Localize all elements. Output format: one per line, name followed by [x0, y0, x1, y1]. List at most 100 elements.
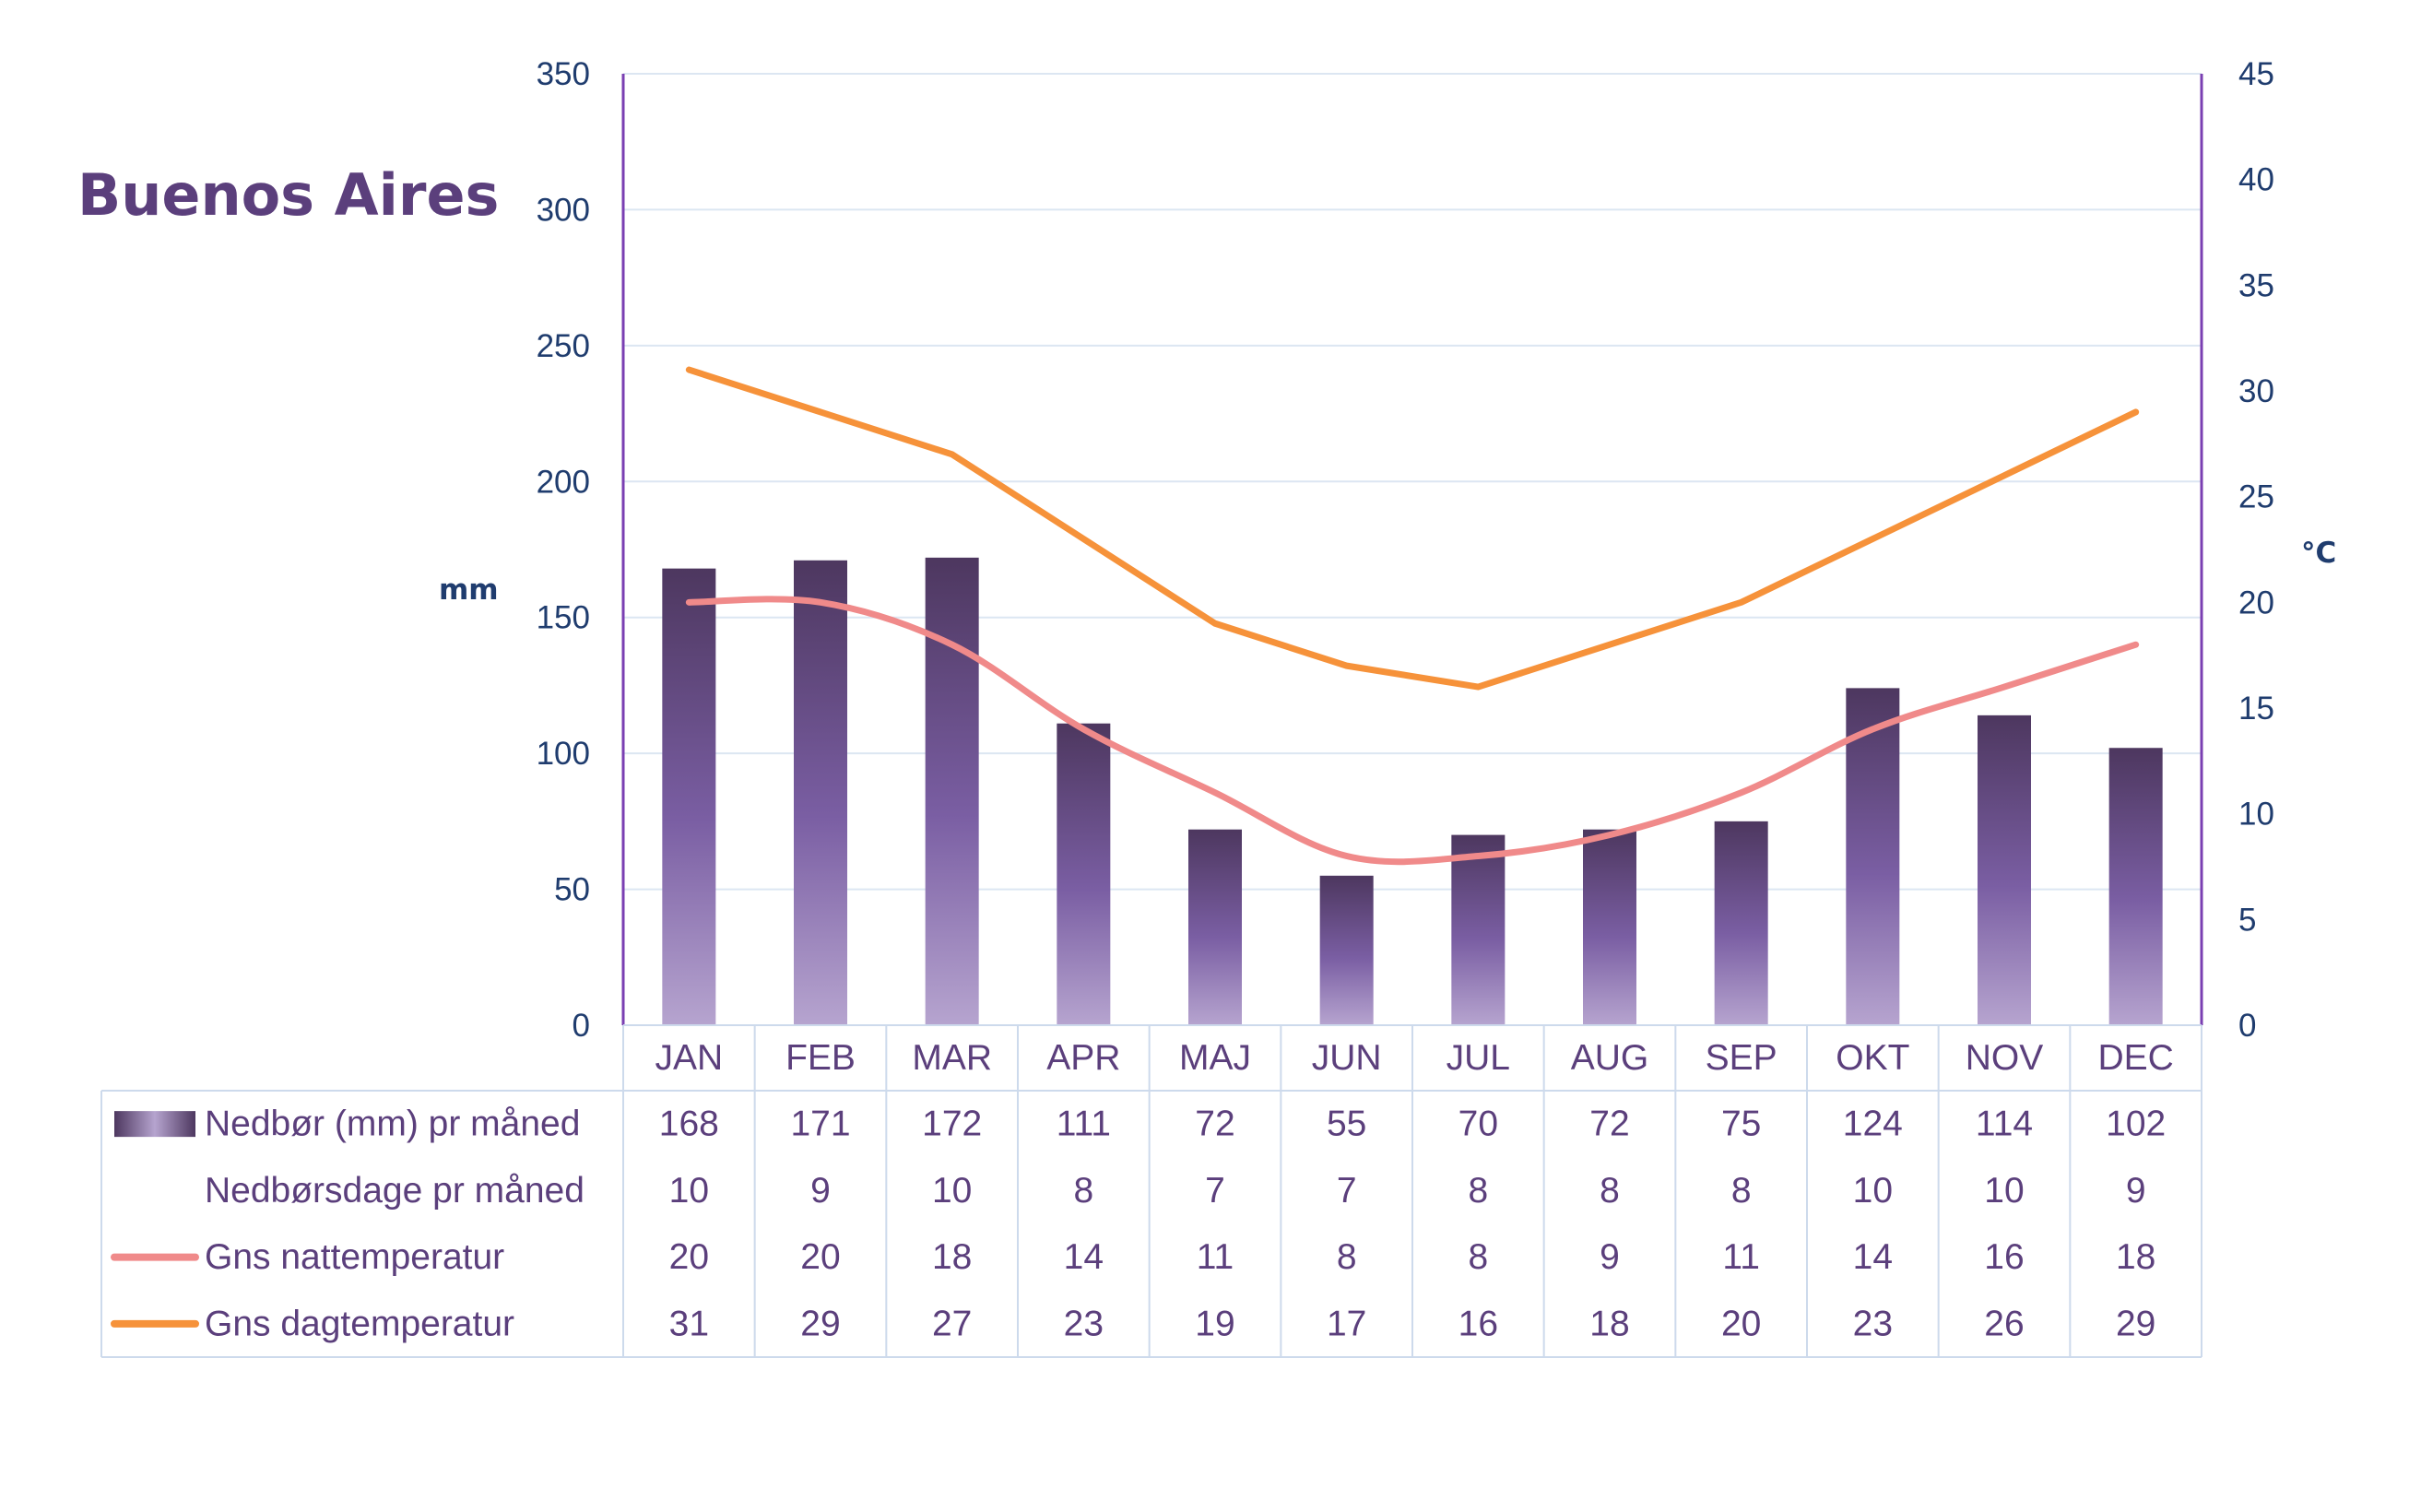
- table-cell: 102: [2106, 1104, 2166, 1144]
- precipitation-bar: [1846, 688, 1900, 1025]
- right-tick-label: 30: [2238, 373, 2274, 409]
- table-cell: 27: [932, 1304, 972, 1343]
- table-cell: 14: [1064, 1237, 1104, 1277]
- night-temperature-line: [685, 596, 2140, 866]
- table-cell: 8: [1731, 1171, 1752, 1211]
- right-tick-label: 45: [2238, 56, 2274, 92]
- precipitation-bar: [1583, 829, 1636, 1025]
- table-cell: 17: [1327, 1304, 1366, 1343]
- table-cell: 8: [1468, 1237, 1488, 1277]
- month-label: OKT: [1836, 1038, 1909, 1078]
- month-label: NOV: [1966, 1038, 2044, 1078]
- table-cell: 16: [1458, 1304, 1498, 1343]
- table-cell: 26: [1984, 1304, 2024, 1343]
- table-cell: 8: [1600, 1171, 1620, 1211]
- left-tick-label: 350: [537, 56, 590, 92]
- left-axis-ticks: 0 50 100 150 200 250 300 350: [537, 56, 590, 1044]
- right-tick-label: 25: [2238, 479, 2274, 515]
- right-tick-label: 10: [2238, 797, 2274, 833]
- month-label: SEP: [1706, 1038, 1777, 1078]
- table-cell: 11: [1197, 1237, 1234, 1277]
- month-label: MAJ: [1179, 1038, 1251, 1078]
- table-cell: 7: [1205, 1171, 1225, 1211]
- gridlines: [623, 73, 2202, 891]
- table-cell: 124: [1843, 1104, 1903, 1144]
- table-cell: 168: [659, 1104, 719, 1144]
- table-row-label: Gns nattemperatur: [205, 1237, 504, 1277]
- table-cell: 8: [1468, 1171, 1488, 1211]
- month-label: JUN: [1312, 1038, 1382, 1078]
- table-cell: 20: [669, 1237, 709, 1277]
- legend-bar-swatch: [114, 1111, 195, 1138]
- table-cell: 10: [669, 1171, 709, 1211]
- precipitation-bar: [1451, 834, 1506, 1025]
- precipitation-bar: [2108, 748, 2163, 1025]
- precipitation-bar: [1978, 715, 2031, 1025]
- table-cell: 18: [932, 1237, 972, 1277]
- table-cell: 172: [922, 1104, 982, 1144]
- table-cell: 55: [1327, 1104, 1366, 1144]
- table-cell: 9: [2126, 1171, 2146, 1211]
- precipitation-bar: [925, 557, 979, 1025]
- table-cell: 9: [810, 1171, 831, 1211]
- left-tick-label: 300: [537, 192, 590, 228]
- right-tick-label: 0: [2238, 1008, 2256, 1044]
- table-cell: 20: [800, 1237, 840, 1277]
- table-cell: 72: [1589, 1104, 1629, 1144]
- month-label: MAR: [912, 1038, 992, 1078]
- precipitation-bar: [1188, 829, 1242, 1025]
- table-cell: 10: [932, 1171, 972, 1211]
- precipitation-bar: [1714, 821, 1768, 1025]
- table-cell: 111: [1057, 1104, 1111, 1144]
- table-cell: 19: [1195, 1304, 1234, 1343]
- left-tick-label: 0: [573, 1008, 590, 1044]
- left-axis-label: mm: [439, 573, 499, 607]
- left-tick-label: 250: [537, 328, 590, 364]
- month-label: FEB: [785, 1038, 856, 1078]
- table-cell: 70: [1458, 1104, 1498, 1144]
- right-tick-label: 5: [2238, 902, 2256, 938]
- month-label: JUL: [1447, 1038, 1510, 1078]
- precipitation-bar: [1057, 723, 1111, 1025]
- month-label: DEC: [2097, 1038, 2173, 1078]
- month-label: APR: [1046, 1038, 1120, 1078]
- table-cell: 171: [790, 1104, 850, 1144]
- table-cell: 11: [1722, 1237, 1760, 1277]
- table-cell: 29: [800, 1304, 840, 1343]
- data-table: JAN FEB MAR APR MAJ JUN JUL AUG SEP OKT NOV DEC Nedb…: [100, 1024, 2202, 1358]
- table-cell: 8: [1073, 1171, 1093, 1211]
- left-tick-label: 200: [537, 464, 590, 500]
- table-cell: 23: [1853, 1304, 1893, 1343]
- table-row-label: Nedbør (mm) pr måned: [205, 1104, 580, 1144]
- month-label: JAN: [655, 1038, 723, 1078]
- table-cell: 31: [669, 1304, 709, 1343]
- table-cell: 14: [1853, 1237, 1893, 1277]
- right-tick-label: 15: [2238, 691, 2274, 726]
- table-cell: 18: [2116, 1237, 2155, 1277]
- table-cell: 10: [1984, 1171, 2024, 1211]
- table-cell: 10: [1853, 1171, 1893, 1211]
- table-row-label: Gns dagtemperatur: [205, 1304, 514, 1343]
- precipitation-bar: [662, 568, 716, 1025]
- right-tick-label: 40: [2238, 162, 2274, 198]
- precipitation-bar: [1319, 875, 1374, 1025]
- left-tick-label: 50: [554, 872, 590, 908]
- table-cell: 16: [1984, 1237, 2024, 1277]
- month-label: AUG: [1571, 1038, 1649, 1078]
- left-tick-label: 100: [537, 736, 590, 772]
- table-cell: 23: [1064, 1304, 1104, 1343]
- table-cell: 8: [1337, 1237, 1357, 1277]
- right-axis-label: °C: [2301, 537, 2336, 570]
- table-row-label: Nedbørsdage pr måned: [205, 1171, 585, 1211]
- precipitation-bars: [662, 557, 2163, 1025]
- right-axis-ticks: 0 5 10 15 20 25 30 35 40 45: [2238, 56, 2274, 1044]
- table-cell: 7: [1337, 1171, 1357, 1211]
- chart-title: Buenos Aires: [77, 161, 499, 229]
- left-tick-label: 150: [537, 600, 590, 636]
- table-cell: 72: [1195, 1104, 1234, 1144]
- table-cell: 9: [1600, 1237, 1620, 1277]
- table-cell: 75: [1721, 1104, 1761, 1144]
- table-cell: 114: [1976, 1104, 2033, 1144]
- right-tick-label: 20: [2238, 585, 2274, 620]
